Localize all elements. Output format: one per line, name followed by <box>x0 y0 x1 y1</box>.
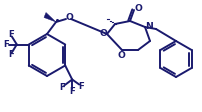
Text: F: F <box>8 50 14 59</box>
Text: F: F <box>8 30 14 39</box>
Text: F: F <box>69 87 75 96</box>
Text: O: O <box>65 13 73 22</box>
Polygon shape <box>44 13 56 22</box>
Text: O: O <box>134 3 142 13</box>
Text: F: F <box>78 82 84 91</box>
Text: F: F <box>3 40 9 49</box>
Text: O: O <box>99 28 107 38</box>
Text: O: O <box>117 51 125 59</box>
Text: N: N <box>145 22 153 30</box>
Text: F: F <box>59 83 65 92</box>
